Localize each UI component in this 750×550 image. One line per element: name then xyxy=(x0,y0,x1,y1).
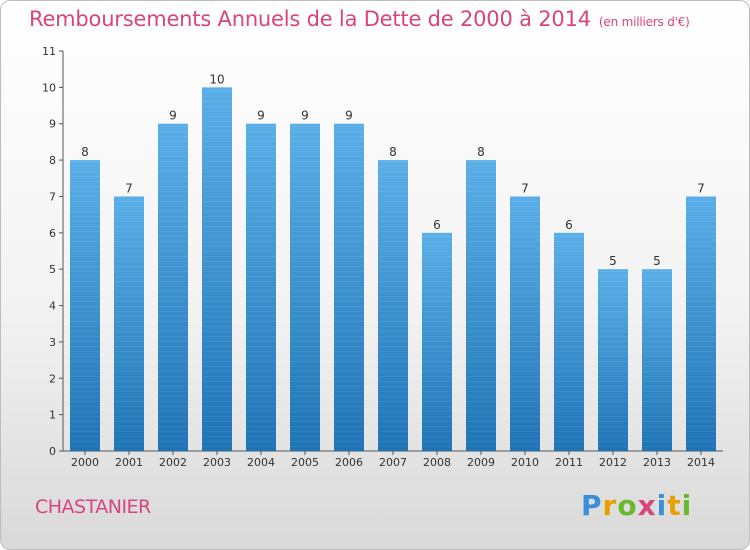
y-tick-label: 8 xyxy=(49,154,56,167)
bar-texture xyxy=(554,232,584,451)
y-tick-label: 3 xyxy=(49,336,56,349)
y-tick-label: 0 xyxy=(49,445,56,458)
proxiti-logo: Proxiti xyxy=(581,489,692,522)
bar-texture xyxy=(158,123,188,452)
bar-texture xyxy=(70,160,100,451)
x-tick-label: 2000 xyxy=(71,456,99,469)
data-label: 9 xyxy=(345,109,353,123)
bar-texture xyxy=(290,123,320,452)
data-label: 8 xyxy=(389,145,397,159)
x-tick-label: 2007 xyxy=(379,456,407,469)
x-tick-label: 2003 xyxy=(203,456,231,469)
data-label: 10 xyxy=(209,72,224,86)
data-label: 9 xyxy=(169,109,177,123)
bar-texture xyxy=(378,160,408,451)
place-name: CHASTANIER xyxy=(35,496,151,518)
x-tick-label: 2002 xyxy=(159,456,187,469)
bar-texture xyxy=(422,232,452,451)
chart-unit: (en milliers d'€) xyxy=(598,15,690,29)
bar-texture xyxy=(598,269,628,451)
logo-letter: i xyxy=(656,489,668,522)
data-label: 5 xyxy=(609,254,617,268)
y-tick-label: 6 xyxy=(49,227,56,240)
x-tick-label: 2013 xyxy=(643,456,671,469)
logo-letter: r xyxy=(602,489,618,522)
x-tick-label: 2008 xyxy=(423,456,451,469)
y-tick-label: 5 xyxy=(49,263,56,276)
x-tick-label: 2001 xyxy=(115,456,143,469)
x-tick-label: 2012 xyxy=(599,456,627,469)
data-label: 7 xyxy=(521,181,529,195)
y-tick-label: 11 xyxy=(42,45,56,58)
logo-letter: o xyxy=(617,489,638,522)
x-tick-label: 2011 xyxy=(555,456,583,469)
data-label: 8 xyxy=(81,145,89,159)
bar-texture xyxy=(686,196,716,451)
data-label: 9 xyxy=(301,109,309,123)
bar-texture xyxy=(114,196,144,451)
bar-texture xyxy=(466,160,496,451)
logo-letter: P xyxy=(581,489,603,522)
logo-letter: x xyxy=(637,489,657,522)
y-tick-label: 4 xyxy=(49,300,56,313)
bar-texture xyxy=(510,196,540,451)
bar-texture xyxy=(202,87,232,451)
data-label: 9 xyxy=(257,109,265,123)
data-label: 7 xyxy=(125,181,133,195)
x-tick-label: 2009 xyxy=(467,456,495,469)
x-tick-label: 2014 xyxy=(687,456,715,469)
logo-letter: t xyxy=(667,489,682,522)
bar-texture xyxy=(642,269,672,451)
y-tick-label: 1 xyxy=(49,409,56,422)
y-tick-label: 9 xyxy=(49,118,56,131)
y-tick-label: 2 xyxy=(49,372,56,385)
x-tick-label: 2005 xyxy=(291,456,319,469)
x-tick-label: 2006 xyxy=(335,456,363,469)
data-label: 8 xyxy=(477,145,485,159)
chart-title-text: Remboursements Annuels de la Dette de 20… xyxy=(29,7,591,31)
data-label: 5 xyxy=(653,254,661,268)
x-tick-label: 2010 xyxy=(511,456,539,469)
chart-title: Remboursements Annuels de la Dette de 20… xyxy=(29,7,690,31)
bar-texture xyxy=(334,123,364,452)
data-label: 7 xyxy=(697,181,705,195)
data-label: 6 xyxy=(565,218,573,232)
data-label: 6 xyxy=(433,218,441,232)
y-tick-label: 7 xyxy=(49,190,56,203)
y-tick-label: 10 xyxy=(42,81,56,94)
logo-letter: i xyxy=(681,489,693,522)
x-tick-label: 2004 xyxy=(247,456,275,469)
bar-texture xyxy=(246,123,276,452)
